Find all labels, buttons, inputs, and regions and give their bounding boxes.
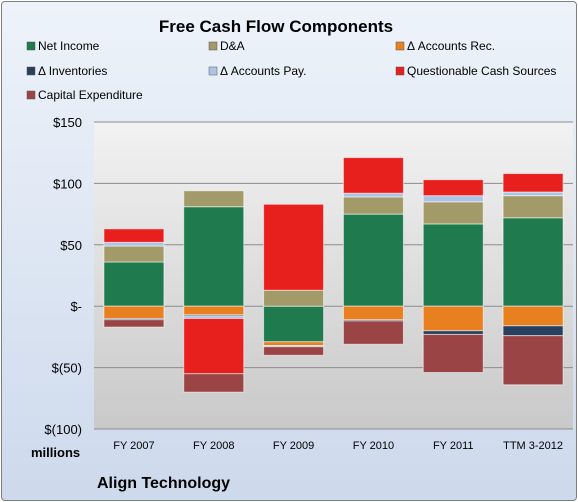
plot-area (94, 122, 573, 429)
legend-label: D&A (220, 39, 245, 53)
bar-net-income (342, 213, 404, 307)
bars (103, 157, 564, 393)
bar-accounts-pay (342, 192, 404, 198)
bar-capital-expenditure (342, 320, 404, 345)
unit-label: millions (31, 445, 80, 460)
bar-d-a (263, 289, 325, 307)
bar-net-income (263, 305, 325, 343)
bar-questionable-cash-sources (103, 228, 165, 243)
bar-accounts-rec (263, 341, 325, 346)
legend-label: Δ Inventories (38, 64, 107, 78)
company-label: Align Technology (97, 475, 230, 492)
bar-inventories (422, 330, 484, 335)
bar-capital-expenditure (103, 319, 165, 328)
bar-capital-expenditure (502, 335, 564, 386)
bar-d-a (422, 201, 484, 225)
y-tick-label: $50 (60, 238, 82, 253)
bar-capital-expenditure (422, 333, 484, 374)
x-tick-label: TTM 3-2012 (503, 440, 563, 452)
bar-capital-expenditure (263, 346, 325, 356)
x-tick-label: FY 2008 (193, 440, 234, 452)
bar-accounts-rec (342, 305, 404, 321)
y-axis: $(100) $(50) $- $50 $100 $150 (44, 115, 82, 437)
bar-questionable-cash-sources (342, 157, 404, 194)
legend-swatch (26, 41, 36, 51)
legend-swatch (208, 66, 218, 76)
legend-swatch (26, 90, 36, 100)
bar-net-income (422, 223, 484, 307)
y-tick-label: $100 (53, 176, 82, 191)
legend-swatch (395, 66, 405, 76)
bar-accounts-rec (422, 305, 484, 332)
x-tick-label: FY 2007 (113, 440, 154, 452)
bar-capital-expenditure (183, 373, 245, 393)
bar-accounts-rec (183, 305, 245, 316)
legend-swatch (208, 41, 218, 51)
bar-accounts-pay (422, 195, 484, 203)
legend-label: Net Income (38, 39, 100, 53)
bar-d-a (183, 190, 245, 208)
legend-label: Questionable Cash Sources (407, 64, 556, 78)
legend-label: Δ Accounts Rec. (407, 39, 495, 53)
legend-label: Δ Accounts Pay. (220, 64, 307, 78)
bar-accounts-rec (103, 305, 165, 319)
legend-swatch (26, 66, 36, 76)
y-tick-label: $(50) (52, 361, 82, 376)
bar-d-a (342, 196, 404, 215)
bar-net-income (183, 206, 245, 307)
x-tick-label: FY 2009 (273, 440, 314, 452)
bar-questionable-cash-sources (502, 173, 564, 193)
bar-net-income (502, 217, 564, 307)
bar-accounts-pay (103, 241, 165, 247)
chart-title: Free Cash Flow Components (159, 17, 393, 36)
x-axis: FY 2007 FY 2008 FY 2009 FY 2010 FY 2011 TTM 3… (113, 440, 563, 452)
y-tick-label: $- (70, 299, 82, 314)
bar-d-a (502, 195, 564, 219)
bar-questionable-cash-sources (183, 317, 245, 375)
bar-inventories (502, 325, 564, 337)
x-tick-label: FY 2011 (433, 440, 474, 452)
x-tick-label: FY 2010 (353, 440, 394, 452)
bar-accounts-rec (502, 305, 564, 327)
bar-questionable-cash-sources (422, 179, 484, 197)
legend-swatch (395, 41, 405, 51)
bar-net-income (103, 261, 165, 307)
bar-accounts-pay (502, 191, 564, 197)
y-tick-label: $150 (53, 115, 82, 130)
legend-label: Capital Expenditure (38, 88, 143, 102)
bar-d-a (103, 245, 165, 263)
grid (94, 121, 573, 430)
legend: Net Income D&A Δ Accounts Rec. Δ Inventorie… (26, 39, 556, 102)
y-tick-label: $(100) (44, 422, 82, 437)
bar-questionable-cash-sources (263, 203, 325, 291)
